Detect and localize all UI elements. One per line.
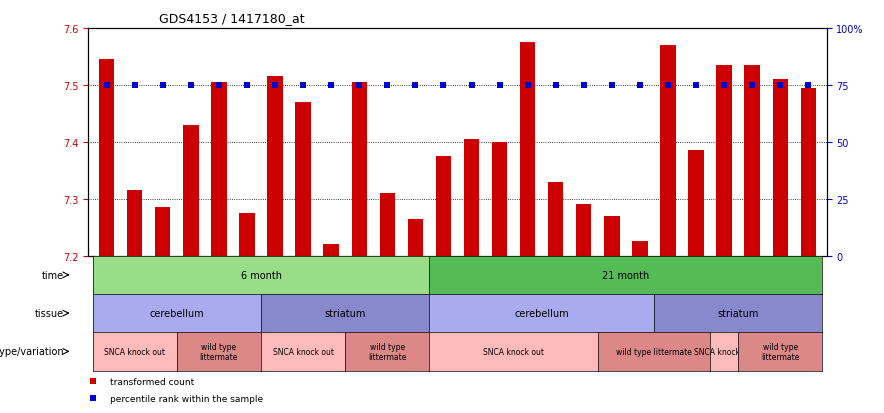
Text: cerebellum: cerebellum: [149, 309, 204, 318]
Text: wild type
littermate: wild type littermate: [761, 342, 799, 361]
Bar: [127, 191, 142, 256]
Text: wild type littermate: wild type littermate: [616, 347, 692, 356]
Bar: [211, 83, 226, 256]
Bar: [744, 66, 760, 256]
Text: GDS4153 / 1417180_at: GDS4153 / 1417180_at: [159, 12, 305, 25]
Bar: [240, 214, 255, 256]
Bar: [689, 151, 704, 256]
Bar: [436, 157, 451, 256]
Text: 21 month: 21 month: [602, 270, 650, 280]
Text: SNCA knock out: SNCA knock out: [104, 347, 165, 356]
Text: SNCA knock out: SNCA knock out: [272, 347, 333, 356]
Bar: [520, 43, 536, 256]
Bar: [352, 83, 367, 256]
Text: striatum: striatum: [718, 309, 758, 318]
Bar: [324, 245, 339, 256]
Bar: [576, 205, 591, 256]
Bar: [492, 142, 507, 256]
Bar: [464, 140, 479, 256]
Bar: [379, 194, 395, 256]
Text: 6 month: 6 month: [240, 270, 281, 280]
Bar: [99, 60, 114, 256]
Bar: [604, 216, 620, 256]
Bar: [295, 103, 311, 256]
Bar: [632, 242, 648, 256]
Text: time: time: [42, 270, 64, 280]
Bar: [183, 126, 199, 256]
Bar: [267, 77, 283, 256]
Text: percentile rank within the sample: percentile rank within the sample: [110, 394, 263, 403]
Text: SNCA knock out: SNCA knock out: [483, 347, 545, 356]
Bar: [660, 46, 675, 256]
Text: cerebellum: cerebellum: [514, 309, 569, 318]
Bar: [408, 219, 423, 256]
Bar: [801, 88, 816, 256]
Bar: [548, 182, 563, 256]
Text: transformed count: transformed count: [110, 377, 194, 386]
Text: striatum: striatum: [324, 309, 366, 318]
Text: wild type
littermate: wild type littermate: [368, 342, 407, 361]
Bar: [716, 66, 732, 256]
Text: genotype/variation: genotype/variation: [0, 347, 64, 356]
Text: SNCA knock out: SNCA knock out: [694, 347, 755, 356]
Bar: [155, 208, 171, 256]
Text: wild type
littermate: wild type littermate: [200, 342, 238, 361]
Text: tissue: tissue: [34, 309, 64, 318]
Bar: [773, 80, 788, 256]
